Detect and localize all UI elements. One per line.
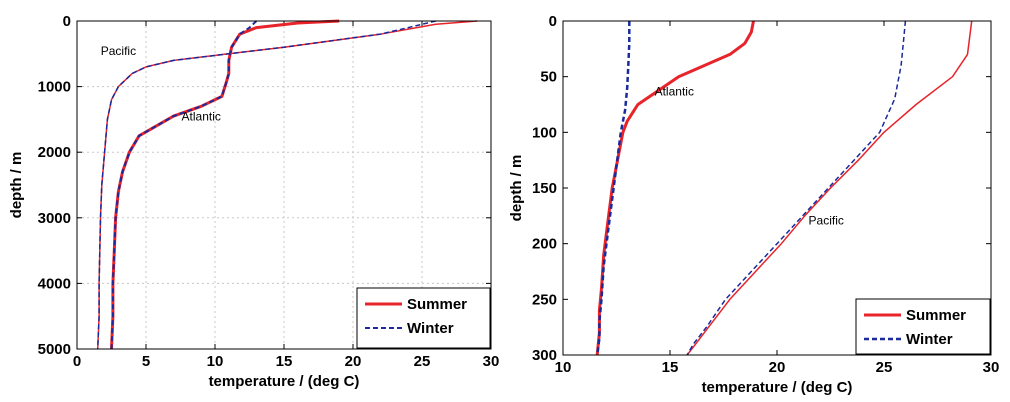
y-tick-label: 4000 (38, 275, 71, 292)
x-tick-label: 15 (276, 353, 293, 370)
x-tick-label: 0 (73, 353, 81, 370)
x-tick-label: 10 (555, 359, 572, 376)
y-tick-label: 5000 (38, 341, 71, 358)
y-tick-label: 0 (549, 13, 557, 30)
y-tick-label: 250 (532, 291, 557, 308)
x-axis-title: temperature / (deg C) (702, 379, 853, 396)
legend-label-winter: Winter (906, 331, 953, 348)
y-tick-label: 0 (63, 13, 71, 30)
plot-frame (76, 20, 492, 350)
x-tick-label: 20 (769, 359, 786, 376)
plot-frame (562, 20, 992, 356)
legend-box (356, 287, 491, 349)
x-tick-label: 5 (142, 353, 150, 370)
legend-label-winter: Winter (407, 320, 454, 337)
y-tick-label: 300 (532, 347, 557, 364)
legend: Summer Winter (356, 287, 491, 349)
series-line-winter-2 (595, 21, 631, 356)
series-line-profile-4-4 (686, 20, 907, 356)
x-tick-label: 15 (662, 359, 679, 376)
chart-2: 10 15 20 25 30050100150200250300AtlanticPaci… (508, 13, 999, 396)
x-tick-label: 25 (876, 359, 893, 376)
x-axis-title: temperature / (deg C) (209, 373, 360, 390)
x-tick-label: 25 (414, 353, 431, 370)
y-tick-label: 100 (532, 124, 557, 141)
legend-label-summer: Summer (906, 307, 966, 324)
series-line-profile-4-4 (96, 20, 436, 350)
x-tick-label: 10 (207, 353, 224, 370)
legend-box (855, 298, 991, 355)
y-tick-label: 1000 (38, 79, 71, 96)
series-line-winter-2 (110, 20, 258, 350)
annotation-label: Pacific (101, 44, 136, 58)
chart-1: 0 5 10 15 20 25 30 0 1000 2000 3000 4000 5000 Pacific… (8, 13, 499, 390)
y-tick-label: 3000 (38, 210, 71, 227)
y-tick-label: 200 (532, 236, 557, 253)
x-tick-label: 20 (345, 353, 362, 370)
y-tick-label: 150 (532, 180, 557, 197)
y-tick-label: 2000 (38, 144, 71, 161)
legend-label-summer: Summer (407, 296, 467, 313)
legend: Summer Winter (855, 298, 991, 355)
annotation-label: Atlantic (655, 85, 694, 99)
x-tick-label: 30 (983, 359, 1000, 376)
y-tick-label: 50 (540, 69, 557, 86)
y-axis-title: depth / m (8, 152, 25, 219)
series-line-profile-3-3 (686, 20, 973, 356)
x-tick-label: 30 (483, 353, 500, 370)
annotation-label: Pacific (809, 214, 844, 228)
y-axis-title: depth / m (508, 155, 525, 222)
annotation-label: Atlantic (182, 110, 221, 124)
